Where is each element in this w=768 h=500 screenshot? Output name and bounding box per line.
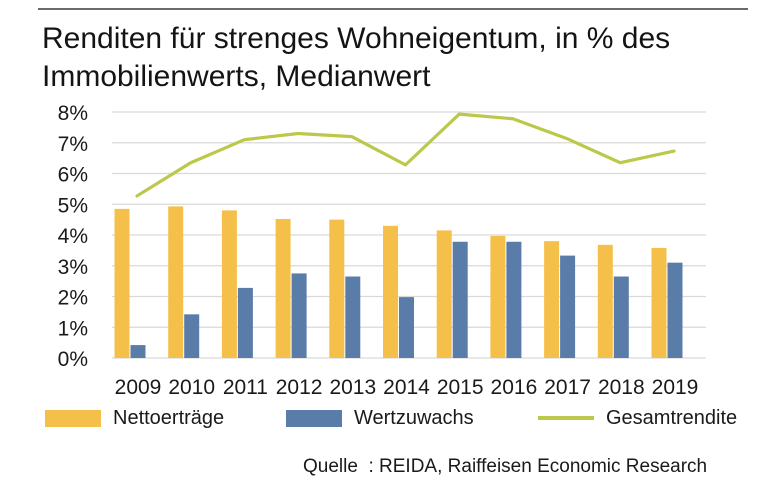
source-text: : REIDA, Raiffeisen Economic Research (368, 456, 708, 477)
bar-wertzuwachs (613, 276, 629, 358)
bar-nettoertraege (168, 206, 184, 358)
bar-nettoertraege (651, 247, 667, 358)
x-tick-label: 2013 (329, 376, 376, 399)
bar-wertzuwachs (452, 241, 468, 358)
legend-label-gesamtrendite: Gesamtrendite (606, 406, 738, 429)
bar-wertzuwachs (399, 297, 414, 358)
bar-nettoertraege (114, 208, 130, 358)
bar-wertzuwachs (184, 314, 200, 358)
top-rule (38, 8, 748, 10)
bar-wertzuwachs (560, 255, 576, 358)
legend-swatch-gesamtrendite (538, 416, 594, 420)
x-tick-label: 2017 (544, 376, 591, 399)
y-tick-label: 3% (58, 256, 88, 279)
y-tick-label: 4% (58, 225, 88, 248)
y-tick-label: 7% (58, 133, 88, 156)
legend-item-nettoertraege: Nettoerträge (45, 403, 224, 433)
bar-nettoertraege (275, 219, 291, 358)
bar-nettoertraege (544, 241, 560, 358)
x-tick-label: 2018 (598, 376, 645, 399)
bar-wertzuwachs (345, 276, 361, 358)
y-tick-label: 0% (58, 348, 88, 371)
legend-item-gesamtrendite: Gesamtrendite (538, 403, 737, 433)
bar-wertzuwachs (291, 273, 307, 358)
x-tick-label: 2009 (115, 376, 162, 399)
legend: Nettoerträge Wertzuwachs Gesamtrendite (0, 403, 768, 433)
x-tick-label: 2019 (652, 376, 699, 399)
bar-nettoertraege (383, 225, 398, 358)
y-tick-label: 1% (58, 317, 88, 340)
x-tick-label: 2012 (276, 376, 323, 399)
bar-nettoertraege (221, 210, 237, 358)
y-tick-label: 5% (58, 194, 88, 217)
chart-title: Renditen für strenges Wohneigentum, in %… (42, 20, 742, 96)
y-tick-label: 8% (58, 102, 88, 125)
x-tick-label: 2014 (383, 376, 430, 399)
y-tick-label: 2% (58, 287, 88, 310)
x-tick-label: 2010 (168, 376, 215, 399)
bar-wertzuwachs (506, 241, 522, 358)
bar-wertzuwachs (237, 287, 253, 358)
legend-item-wertzuwachs: Wertzuwachs (286, 403, 474, 433)
source-prefix: Quelle (303, 456, 358, 477)
bar-nettoertraege (597, 244, 613, 358)
bar-nettoertraege (436, 230, 452, 358)
x-tick-label: 2015 (437, 376, 484, 399)
legend-label-wertzuwachs: Wertzuwachs (354, 406, 474, 429)
y-tick-label: 6% (58, 164, 88, 187)
source-note: Quelle : REIDA, Raiffeisen Economic Rese… (303, 456, 707, 478)
bar-nettoertraege (490, 235, 506, 358)
legend-swatch-wertzuwachs (286, 409, 342, 427)
bar-wertzuwachs (130, 345, 146, 358)
line-gesamtrendite (135, 112, 676, 198)
legend-swatch-nettoertraege (45, 409, 101, 427)
bar-nettoertraege (329, 219, 345, 358)
title-line-1: Renditen für strenges Wohneigentum, in %… (42, 22, 671, 55)
title-line-2: Immobilienwerts, Medianwert (42, 60, 431, 93)
bar-wertzuwachs (667, 262, 683, 358)
x-tick-label: 2011 (223, 376, 268, 399)
x-tick-label: 2016 (491, 376, 538, 399)
legend-label-nettoertraege: Nettoerträge (113, 406, 225, 429)
